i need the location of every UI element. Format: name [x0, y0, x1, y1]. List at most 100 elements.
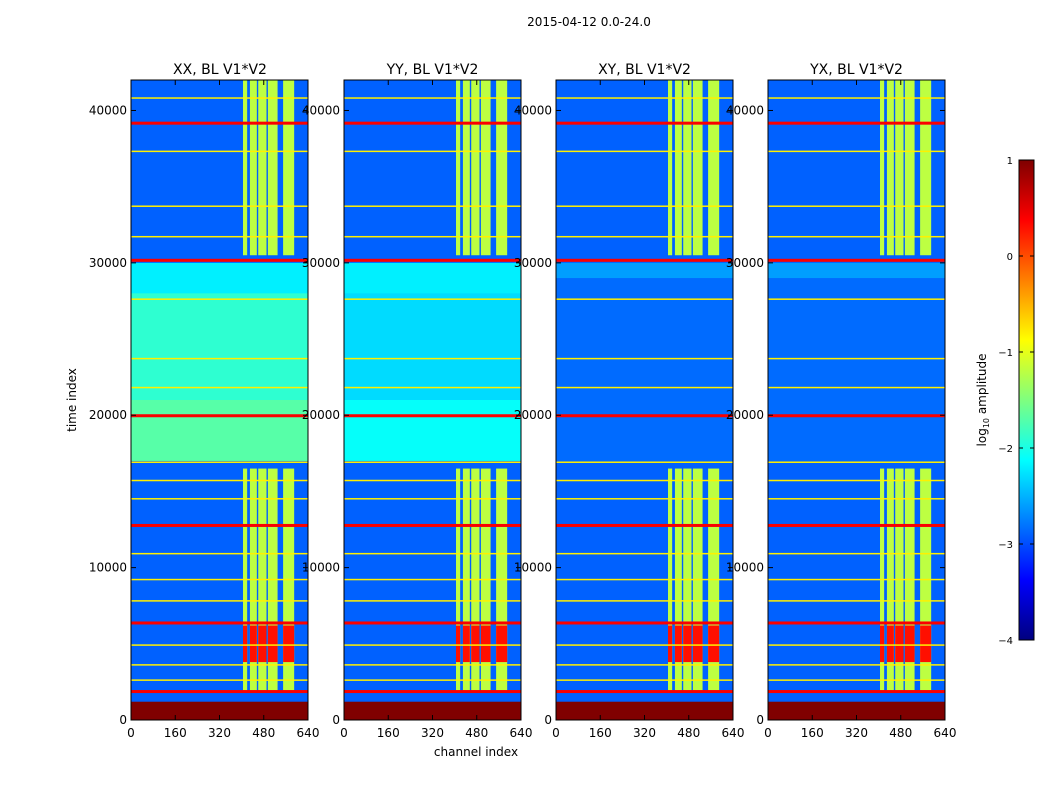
- rfi-block: [886, 468, 894, 693]
- rfi-block: [668, 468, 673, 693]
- rfi-block: [456, 80, 461, 256]
- colorbar-label-tail: amplitude: [975, 354, 989, 418]
- rfi-hotspot: [683, 625, 692, 663]
- y-tick-label: 40000: [302, 103, 340, 117]
- panel-yx: YX, BL V1*V2 0 160 320 480 640 0 10000 20000 300…: [726, 62, 957, 740]
- flagged-row: [768, 523, 945, 527]
- flagged-row: [768, 121, 945, 125]
- rfi-block: [496, 80, 508, 256]
- flagged-row: [768, 479, 945, 482]
- y-tick-label: 40000: [514, 103, 552, 117]
- flagged-row: [131, 690, 308, 694]
- time-band: [768, 262, 945, 279]
- y-tick-label: 20000: [514, 408, 552, 422]
- flagged-row: [344, 461, 521, 463]
- flagged-row: [131, 298, 308, 300]
- flagged-row: [344, 664, 521, 666]
- rfi-block: [674, 468, 682, 693]
- x-tick-label: 0: [764, 726, 772, 740]
- rfi-hotspot: [496, 625, 508, 663]
- x-tick-label: 480: [677, 726, 700, 740]
- x-tick-label: 480: [465, 726, 488, 740]
- flagged-row: [131, 552, 308, 555]
- colorbar-tick-label: 0: [1007, 252, 1013, 263]
- time-band: [344, 262, 521, 294]
- rfi-block: [480, 468, 491, 693]
- colorbar-tick-label: −2: [998, 444, 1013, 455]
- flagged-row: [131, 205, 308, 207]
- rfi-block: [471, 468, 480, 693]
- colorbar-label-log: log: [975, 428, 989, 446]
- rfi-hotspot: [267, 625, 278, 663]
- x-tick-label: 480: [252, 726, 275, 740]
- panel-title-yy: YY, BL V1*V2: [386, 62, 479, 78]
- rfi-block: [249, 80, 257, 256]
- y-tick-label: 40000: [89, 103, 127, 117]
- panel-title-xy: XY, BL V1*V2: [598, 62, 691, 78]
- panel-title-yx: YX, BL V1*V2: [809, 62, 903, 78]
- panel-title-xx: XX, BL V1*V2: [173, 62, 267, 78]
- rfi-hotspot: [920, 625, 932, 663]
- x-tick-label: 640: [510, 726, 533, 740]
- rfi-block: [267, 468, 278, 693]
- flagged-row: [768, 150, 945, 153]
- rfi-block: [880, 80, 885, 256]
- flagged-row: [344, 690, 521, 694]
- rfi-block: [471, 80, 480, 256]
- flagged-row: [344, 414, 521, 418]
- flagged-row: [768, 621, 945, 625]
- flagged-row: [344, 644, 521, 646]
- heatmap-xy: [556, 80, 733, 720]
- rfi-hotspot: [692, 625, 703, 663]
- flagged-row: [768, 386, 945, 389]
- panel-xy: XY, BL V1*V2 0 160 320 480 640 0 10000 20000 300…: [514, 62, 745, 740]
- flagged-row: [344, 621, 521, 625]
- x-tick-label: 160: [801, 726, 824, 740]
- flagged-row: [768, 578, 945, 581]
- rfi-hotspot: [895, 625, 904, 663]
- flagged-row: [344, 552, 521, 555]
- flagged-row: [131, 386, 308, 389]
- flagged-row: [344, 97, 521, 99]
- flagged-row: [131, 679, 308, 681]
- flagged-row: [131, 644, 308, 646]
- rfi-block: [283, 80, 295, 256]
- flagged-row: [768, 600, 945, 602]
- flagged-row: [556, 414, 733, 418]
- x-tick-label: 640: [934, 726, 957, 740]
- chart-suptitle: 2015-04-12 0.0-24.0: [527, 15, 651, 29]
- rfi-block: [258, 468, 267, 693]
- rfi-hotspot: [668, 625, 673, 663]
- flagged-row: [556, 690, 733, 694]
- x-tick-label: 320: [633, 726, 656, 740]
- flagged-row: [556, 679, 733, 681]
- rfi-block: [243, 468, 248, 693]
- flagged-row: [768, 298, 945, 300]
- heatmap-xx: [131, 80, 308, 720]
- flagged-row: [768, 552, 945, 555]
- axes-yy: 0 160 320 480 640 0 10000 20000 30000 40000: [302, 79, 533, 740]
- flagged-row: [556, 97, 733, 99]
- time-band: [768, 278, 945, 461]
- flagged-row: [556, 523, 733, 527]
- rfi-block: [683, 468, 692, 693]
- time-band: [344, 278, 521, 400]
- rfi-block: [904, 468, 915, 693]
- rfi-block: [283, 468, 295, 693]
- flagged-row: [131, 461, 308, 463]
- panel-xx: XX, BL V1*V2 0 160 320 480 640 0 10000 20000 300…: [89, 62, 320, 740]
- rfi-hotspot: [243, 625, 248, 663]
- y-tick-label: 30000: [514, 256, 552, 270]
- rfi-block: [249, 468, 257, 693]
- y-tick-label: 10000: [89, 561, 127, 575]
- rfi-block: [456, 468, 461, 693]
- y-tick-label: 0: [332, 713, 340, 727]
- x-axis-label: channel index: [434, 745, 518, 759]
- rfi-hotspot: [456, 625, 461, 663]
- rfi-hotspot: [674, 625, 682, 663]
- colorbar-tick-label: −4: [998, 636, 1013, 647]
- y-tick-label: 30000: [726, 256, 764, 270]
- flagged-row: [131, 357, 308, 360]
- flagged-row: [768, 690, 945, 694]
- colorbar-tick-label: 1: [1007, 156, 1013, 167]
